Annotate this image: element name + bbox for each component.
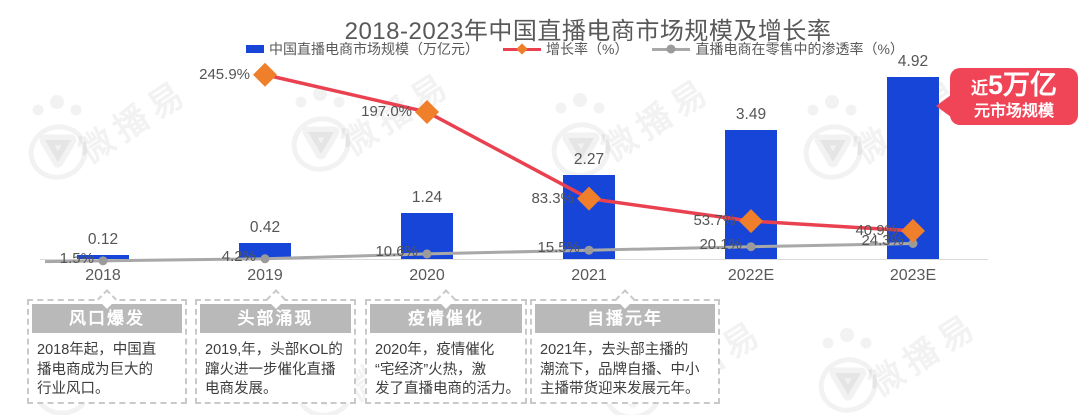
timeline-card-text: 2019,年，头部KOL的 蹿火进一步催化直播 电商发展。 [205, 342, 343, 397]
growth-rate-label: 197.0% [361, 102, 412, 120]
timeline-card-title: 风口爆发 [32, 304, 182, 333]
penetration-label: 1.5% [59, 249, 94, 267]
bar-value-label: 0.12 [87, 230, 119, 248]
legend-item-growth-rate: 增长率（%） [503, 39, 628, 59]
x-axis-label: 2021 [571, 267, 607, 284]
timeline-card-2019: 头部涌现 2019,年，头部KOL的 蹿火进一步催化直播 电商发展。 [195, 289, 356, 404]
callout-tail-icon [936, 95, 951, 117]
x-axis-label: 2018 [85, 267, 121, 284]
penetration-label: 10.6% [375, 242, 418, 260]
x-axis-label: 2023E [889, 267, 937, 284]
x-axis-line [40, 259, 988, 260]
timeline-card-text: 2018年起，中国直 播电商成为巨大的 行业风口。 [37, 342, 157, 397]
timeline-card-2020: 疫情催化 2020年，疫情催化 “宅经济”火热，激 发了直播电商的活力。 [365, 289, 527, 404]
x-axis-label: 2019 [247, 267, 283, 284]
legend-item-market-size: 中国直播电商市场规模（万亿元） [246, 39, 479, 59]
chart-legend: 中国直播电商市场规模（万亿元） 增长率（%） 直播电商在零售中的渗透率（%） [246, 39, 904, 59]
bar-2019 [239, 243, 291, 259]
penetration-label: 15.5% [537, 239, 580, 257]
legend-label: 增长率（%） [546, 41, 629, 57]
legend-label: 直播电商在零售中的渗透率（%） [695, 41, 904, 57]
timeline-card-text: 2021年，去头部主播的 潮流下，品牌自播、中小 主播带货迎来发展元年。 [540, 342, 700, 397]
bar-value-label: 3.49 [735, 105, 767, 123]
growth-rate-label: 40.9% [855, 221, 898, 239]
line-circle-icon [652, 43, 691, 55]
legend-item-penetration: 直播电商在零售中的渗透率（%） [652, 39, 904, 59]
timeline-card-2018: 风口爆发 2018年起，中国直 播电商成为巨大的 行业风口。 [27, 289, 187, 404]
legend-label: 中国直播电商市场规模（万亿元） [269, 41, 479, 57]
bar-value-label: 0.42 [249, 219, 281, 237]
market-size-callout: 近5万亿 元市场规模 [936, 68, 1078, 125]
timeline-card-text: 2020年，疫情催化 “宅经济”火热，激 发了直播电商的活力。 [375, 342, 520, 397]
bar-swatch-icon [246, 45, 264, 53]
bar-value-label: 4.92 [897, 52, 929, 70]
bar-2022E [725, 129, 777, 259]
penetration-label: 20.1% [699, 235, 742, 253]
x-axis-label: 2020 [409, 267, 445, 284]
callout-big-number: 5万亿 [987, 70, 1058, 100]
penetration-label: 24.3% [861, 232, 904, 250]
line-diamond-icon [503, 43, 541, 55]
callout-prefix: 近 [970, 79, 988, 98]
penetration-label: 4.2% [221, 247, 256, 265]
x-axis-label: 2022E [727, 267, 775, 284]
growth-rate-label: 53.7% [693, 212, 736, 230]
timeline-card-2021: 自播元年 2021年，去头部主播的 潮流下，品牌自播、中小 主播带货迎来发展元年… [530, 289, 720, 404]
growth-rate-label: 245.9% [199, 65, 250, 83]
bar-value-label: 2.27 [573, 151, 605, 168]
chart-title: 2018-2023年中国直播电商市场规模及增长率 [344, 18, 832, 45]
callout-line1: 近5万亿 [971, 72, 1057, 103]
growth-rate-label: 83.3% [531, 189, 574, 207]
bar-value-label: 1.24 [411, 189, 443, 207]
callout-line2: 元市场规模 [973, 103, 1054, 120]
